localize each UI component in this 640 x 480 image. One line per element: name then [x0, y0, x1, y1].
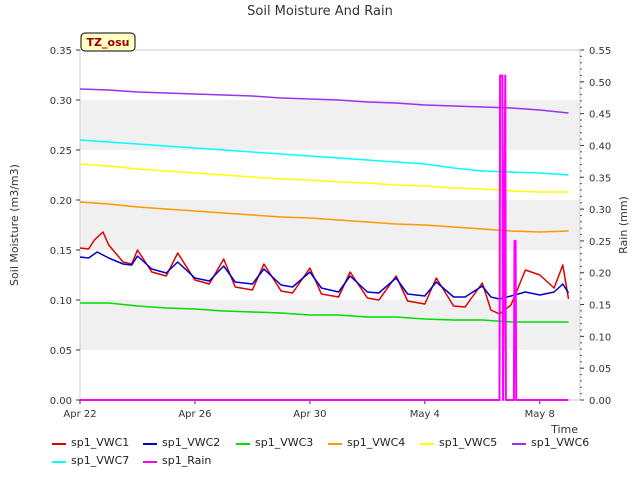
- y2-tick-label: 0.35: [589, 173, 611, 184]
- y-tick-label: 0.05: [50, 346, 72, 357]
- legend-swatch: [420, 443, 434, 445]
- series-line-sp1_VWC5: [79, 163, 569, 193]
- y2-axis-label: Rain (mm): [617, 196, 630, 254]
- legend-swatch: [512, 443, 526, 445]
- series-line-sp1_VWC7: [79, 139, 569, 176]
- y2-tick-label: 0.20: [589, 269, 611, 280]
- series-line-sp1_VWC6: [79, 88, 569, 114]
- legend-swatch: [52, 443, 66, 445]
- x-tick-label: Apr 30: [293, 409, 326, 420]
- legend-swatch: [236, 443, 250, 445]
- y2-tick-label: 0.40: [589, 141, 611, 152]
- legend-swatch: [143, 443, 157, 445]
- y-axis-label: Soil Moisture (m3/m3): [8, 164, 21, 286]
- x-tick-label: Apr 26: [178, 409, 211, 420]
- y-tick-label: 0.15: [50, 246, 72, 257]
- right-axis-ticks: 0.00 0.05 0.10 0.15 0.20 0.25 0.30 0.35 0.40 0.45…: [580, 46, 611, 407]
- y2-tick-label: 0.45: [589, 110, 611, 121]
- y-tick-label: 0.35: [50, 46, 72, 57]
- y-tick-label: 0.25: [50, 146, 72, 157]
- series-line-sp1_Rain: [80, 74, 569, 401]
- legend: sp1_VWC1 sp1_VWC2 sp1_VWC3 sp1_VWC4 sp1_VWC5…: [0, 434, 640, 474]
- y2-tick-label: 0.30: [589, 205, 611, 216]
- series-lines: [79, 74, 570, 401]
- y2-tick-label: 0.15: [589, 301, 611, 312]
- x-tick-label: Apr 22: [63, 409, 96, 420]
- legend-label: sp1_VWC1: [71, 436, 130, 449]
- y2-tick-label: 0.00: [589, 396, 611, 407]
- legend-swatch: [143, 461, 157, 463]
- x-tick-label: May 8: [525, 409, 555, 420]
- legend-label: sp1_VWC5: [439, 436, 498, 449]
- y-tick-label: 0.00: [50, 396, 72, 407]
- y2-tick-label: 0.50: [589, 78, 611, 89]
- legend-label: sp1_VWC7: [71, 454, 130, 467]
- legend-label: sp1_VWC2: [162, 436, 221, 449]
- x-axis-ticks: Apr 22 Apr 26 Apr 30 May 4 May 8: [63, 400, 555, 420]
- grid-band: [80, 100, 580, 150]
- y2-tick-label: 0.05: [589, 364, 611, 375]
- left-axis-ticks: 0.00 0.05 0.10 0.15 0.20 0.25 0.30 0.35: [50, 46, 80, 407]
- legend-swatch: [52, 461, 66, 463]
- legend-label: sp1_VWC6: [531, 436, 590, 449]
- chart-title: Soil Moisture And Rain: [247, 4, 393, 19]
- y-tick-label: 0.20: [50, 196, 72, 207]
- y2-tick-label: 0.10: [589, 332, 611, 343]
- series-line-sp1_VWC4: [79, 201, 569, 233]
- y2-tick-label: 0.55: [589, 46, 611, 57]
- legend-swatch: [328, 443, 342, 445]
- y2-tick-label: 0.25: [589, 237, 611, 248]
- legend-label: sp1_VWC4: [347, 436, 406, 449]
- station-tag: TZ_osu: [80, 32, 136, 52]
- legend-label: sp1_VWC3: [255, 436, 314, 449]
- y-tick-label: 0.10: [50, 296, 72, 307]
- y-tick-label: 0.30: [50, 96, 72, 107]
- series-line-sp1_VWC2: [79, 251, 570, 300]
- x-tick-label: May 4: [410, 409, 440, 420]
- legend-label: sp1_Rain: [162, 454, 212, 467]
- series-line-sp1_VWC3: [80, 302, 569, 323]
- station-tag-label: TZ_osu: [87, 36, 130, 49]
- x-axis-label: Time: [550, 423, 578, 436]
